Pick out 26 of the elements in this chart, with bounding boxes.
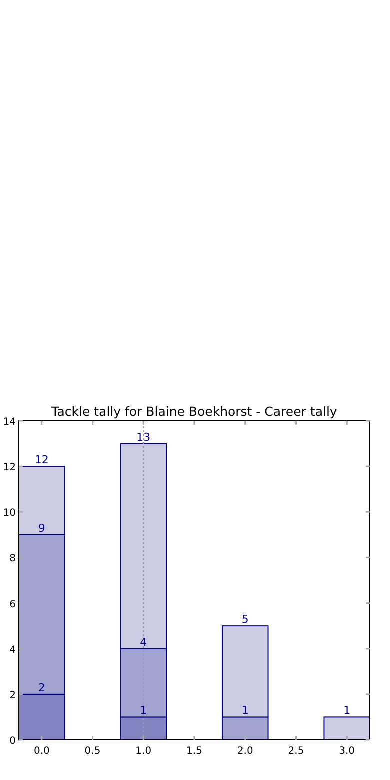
x-tick-label: 0.5 [84,746,101,757]
bar [324,716,370,740]
x-tick-label: 1.5 [186,746,202,757]
annotation: 1 [140,704,148,718]
x-tick-label: 0.0 [34,746,50,757]
x-tick-label: 3.0 [339,746,356,757]
annotation: 12 [34,454,49,467]
annotation: 4 [140,636,148,649]
x-tick-label: 2.0 [237,746,254,757]
y-tick-label: 12 [3,462,16,474]
annotation: 9 [38,522,46,535]
y-tick-label: 10 [3,508,16,520]
chart-title: Tackle tally for Blaine Boekhorst - Career tally [50,404,338,419]
x-tick-label: 2.5 [288,746,304,757]
annotation: 1 [344,704,351,718]
y-tick-label: 8 [10,554,16,565]
y-tick-label: 4 [10,644,16,656]
y-tick-label: 6 [10,599,16,610]
annotation: 5 [242,613,249,626]
y-tick-label: 0 [10,736,16,747]
y-tick-label: 2 [10,690,16,702]
annotation: 13 [136,430,151,444]
annotation: 1 [242,704,249,718]
y-tick-label: 14 [3,417,16,428]
annotation: 2 [38,681,46,694]
x-tick-label: 1.0 [136,746,152,757]
